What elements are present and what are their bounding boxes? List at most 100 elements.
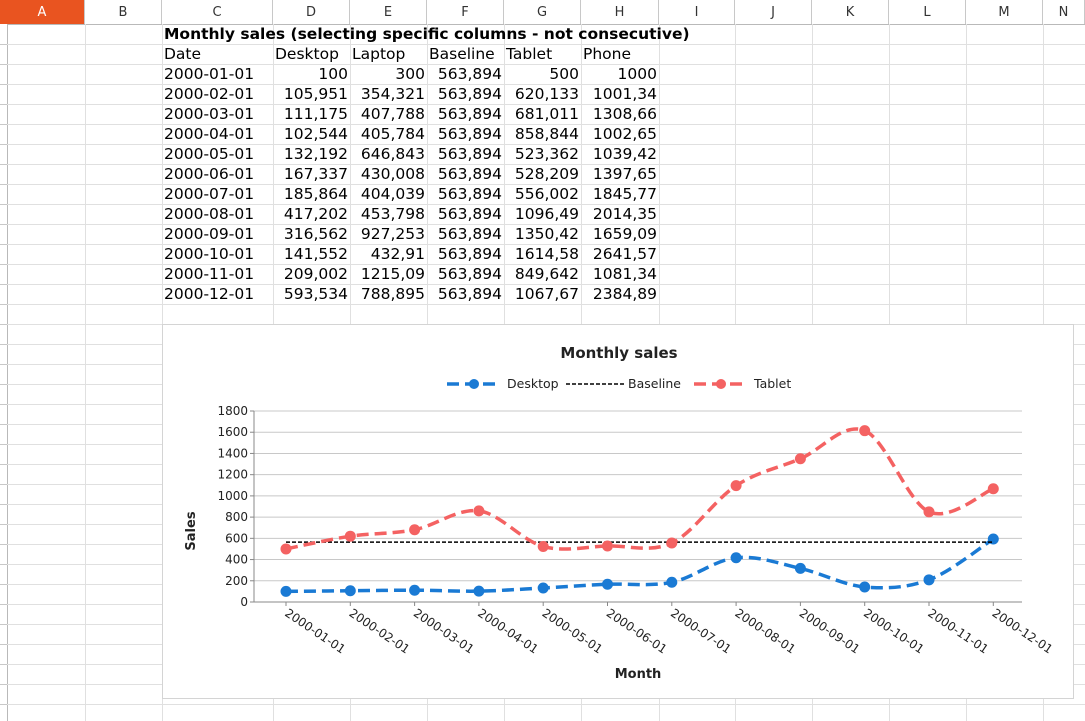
desktop-data-point — [280, 585, 292, 597]
value-cell[interactable]: 849,642 — [514, 265, 579, 283]
value-cell[interactable]: 1000 — [617, 65, 657, 83]
column-header-b[interactable]: B — [85, 0, 162, 24]
value-cell[interactable]: 593,534 — [283, 285, 348, 303]
column-header-i[interactable]: I — [659, 0, 735, 24]
value-cell[interactable]: 2641,57 — [592, 245, 657, 263]
value-cell[interactable]: 563,894 — [437, 165, 502, 183]
column-header-m[interactable]: M — [966, 0, 1043, 24]
value-cell[interactable]: 858,844 — [514, 125, 579, 143]
date-cell[interactable]: 2000-06-01 — [164, 165, 255, 183]
value-cell[interactable]: 405,784 — [360, 125, 425, 143]
column-header-f[interactable]: F — [427, 0, 504, 24]
column-header-g[interactable]: G — [504, 0, 581, 24]
value-cell[interactable]: 2014,35 — [592, 205, 657, 223]
column-header-a[interactable]: A — [0, 0, 85, 24]
value-cell[interactable]: 1215,09 — [360, 265, 425, 283]
value-cell[interactable]: 788,895 — [360, 285, 425, 303]
value-cell[interactable]: 1081,34 — [592, 265, 657, 283]
column-header-n[interactable]: N — [1043, 0, 1085, 24]
header-cell[interactable]: Laptop — [352, 45, 406, 63]
value-cell[interactable]: 167,337 — [283, 165, 348, 183]
value-cell[interactable]: 417,202 — [283, 205, 348, 223]
value-cell[interactable]: 404,039 — [360, 185, 425, 203]
header-cell[interactable]: Phone — [583, 45, 632, 63]
column-header-j[interactable]: J — [735, 0, 812, 24]
value-cell[interactable]: 209,002 — [283, 265, 348, 283]
value-cell[interactable]: 563,894 — [437, 245, 502, 263]
date-cell[interactable]: 2000-08-01 — [164, 205, 255, 223]
column-header-c[interactable]: C — [162, 0, 273, 24]
date-cell[interactable]: 2000-01-01 — [164, 65, 255, 83]
value-cell[interactable]: 1039,42 — [592, 145, 657, 163]
date-cell[interactable]: 2000-12-01 — [164, 285, 255, 303]
date-cell[interactable]: 2000-07-01 — [164, 185, 255, 203]
value-cell[interactable]: 102,544 — [283, 125, 348, 143]
value-cell[interactable]: 563,894 — [437, 185, 502, 203]
value-cell[interactable]: 453,798 — [360, 205, 425, 223]
value-cell[interactable]: 132,192 — [283, 145, 348, 163]
column-header-d[interactable]: D — [273, 0, 350, 24]
value-cell[interactable]: 563,894 — [437, 205, 502, 223]
date-cell[interactable]: 2000-04-01 — [164, 125, 255, 143]
value-cell[interactable]: 1001,34 — [592, 85, 657, 103]
header-cell[interactable]: Date — [164, 45, 202, 63]
value-cell[interactable]: 523,362 — [514, 145, 579, 163]
date-cell[interactable]: 2000-05-01 — [164, 145, 255, 163]
value-cell[interactable]: 500 — [549, 65, 579, 83]
value-cell[interactable]: 430,008 — [360, 165, 425, 183]
sheet-title-cell[interactable]: Monthly sales (selecting specific column… — [164, 25, 690, 43]
value-cell[interactable]: 185,864 — [283, 185, 348, 203]
header-cell[interactable]: Tablet — [506, 45, 553, 63]
value-cell[interactable]: 100 — [318, 65, 348, 83]
value-cell[interactable]: 1845,77 — [592, 185, 657, 203]
date-cell[interactable]: 2000-10-01 — [164, 245, 255, 263]
header-cell[interactable]: Desktop — [275, 45, 339, 63]
value-cell[interactable]: 354,321 — [360, 85, 425, 103]
value-cell[interactable]: 141,552 — [283, 245, 348, 263]
value-cell[interactable]: 681,011 — [514, 105, 579, 123]
value-cell[interactable]: 1659,09 — [592, 225, 657, 243]
value-cell[interactable]: 2384,89 — [592, 285, 657, 303]
value-cell[interactable]: 563,894 — [437, 285, 502, 303]
value-cell[interactable]: 1067,67 — [514, 285, 579, 303]
value-cell[interactable]: 563,894 — [437, 225, 502, 243]
value-cell[interactable]: 927,253 — [360, 225, 425, 243]
value-cell[interactable]: 111,175 — [283, 105, 348, 123]
line-chart[interactable]: Monthly sales 0 200 400 600 800 1000 1200 1400 16… — [162, 324, 1074, 699]
header-cell[interactable]: Baseline — [429, 45, 495, 63]
column-header-e[interactable]: E — [350, 0, 427, 24]
value-cell[interactable]: 563,894 — [437, 265, 502, 283]
value-cell[interactable]: 105,951 — [283, 85, 348, 103]
value-cell[interactable]: 1350,42 — [514, 225, 579, 243]
value-cell[interactable]: 1308,66 — [592, 105, 657, 123]
column-header-l[interactable]: L — [889, 0, 966, 24]
x-tick-label: 2000-06-01 — [604, 606, 670, 657]
value-cell[interactable]: 1002,65 — [592, 125, 657, 143]
value-cell[interactable]: 556,002 — [514, 185, 579, 203]
value-cell[interactable]: 563,894 — [437, 65, 502, 83]
value-cell[interactable]: 1614,58 — [514, 245, 579, 263]
date-cell[interactable]: 2000-03-01 — [164, 105, 255, 123]
value-cell[interactable]: 563,894 — [437, 145, 502, 163]
value-cell[interactable]: 528,209 — [514, 165, 579, 183]
desktop-data-point — [923, 574, 935, 586]
value-cell[interactable]: 316,562 — [283, 225, 348, 243]
column-header-h[interactable]: H — [581, 0, 659, 24]
value-cell[interactable]: 432,91 — [370, 245, 425, 263]
value-cell[interactable]: 563,894 — [437, 85, 502, 103]
value-cell[interactable]: 563,894 — [437, 105, 502, 123]
date-cell[interactable]: 2000-02-01 — [164, 85, 255, 103]
chart-title: Monthly sales — [560, 344, 677, 362]
value-cell[interactable]: 646,843 — [360, 145, 425, 163]
value-cell[interactable]: 563,894 — [437, 125, 502, 143]
value-cell[interactable]: 620,133 — [514, 85, 579, 103]
value-cell[interactable]: 300 — [395, 65, 425, 83]
value-cell[interactable]: 1397,65 — [592, 165, 657, 183]
value-cell[interactable]: 1096,49 — [514, 205, 579, 223]
value-cell[interactable]: 407,788 — [360, 105, 425, 123]
date-cell[interactable]: 2000-09-01 — [164, 225, 255, 243]
tablet-data-point — [344, 530, 356, 542]
date-cell[interactable]: 2000-11-01 — [164, 265, 255, 283]
tablet-data-point — [666, 537, 678, 549]
column-header-k[interactable]: K — [812, 0, 889, 24]
